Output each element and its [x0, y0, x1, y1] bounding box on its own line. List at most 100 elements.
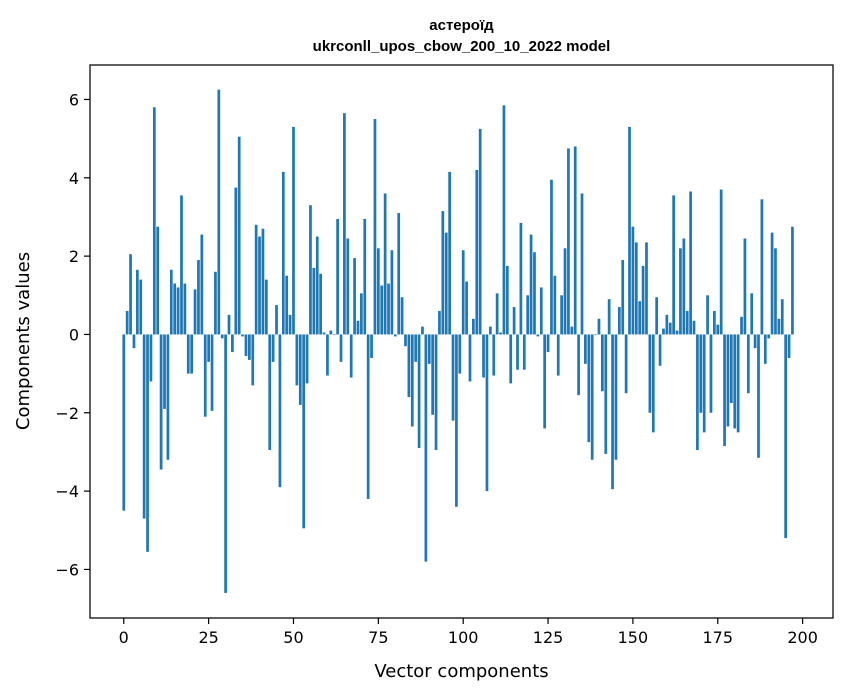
bar-series — [122, 89, 794, 593]
bar — [641, 265, 645, 335]
bar — [682, 238, 686, 335]
bar — [570, 326, 574, 335]
chart-title-line-2: ukrconll_upos_cbow_200_10_2022 model — [313, 38, 611, 55]
bar — [180, 195, 183, 335]
bar — [461, 250, 465, 335]
bar — [512, 307, 516, 335]
bar — [631, 226, 635, 335]
bar — [662, 328, 665, 335]
bar — [438, 310, 441, 335]
bar — [757, 334, 760, 458]
bar — [726, 334, 730, 427]
bar — [163, 334, 166, 409]
bar — [689, 191, 692, 335]
bar — [285, 275, 289, 335]
bar — [624, 334, 628, 394]
bar — [475, 169, 479, 335]
bar — [577, 334, 580, 396]
bar — [634, 242, 638, 335]
bar — [380, 285, 384, 335]
bar — [431, 334, 435, 415]
bar — [149, 334, 153, 382]
bar — [169, 269, 173, 335]
bar — [319, 273, 322, 335]
bar — [271, 334, 275, 362]
bar — [315, 236, 319, 335]
bar — [760, 199, 764, 335]
bar — [553, 275, 557, 335]
bar — [668, 322, 672, 335]
bar — [234, 187, 238, 335]
bar — [451, 334, 455, 421]
bar — [679, 248, 682, 335]
y-axis-label: Components values — [13, 252, 34, 430]
bar — [410, 334, 414, 427]
bar — [675, 330, 679, 335]
bar — [594, 334, 597, 336]
bar — [322, 332, 326, 335]
bar — [607, 299, 611, 335]
bar — [621, 260, 625, 335]
bar — [601, 334, 604, 392]
bar — [543, 334, 547, 429]
y-tick-label: 6 — [69, 90, 79, 109]
bar — [305, 334, 309, 384]
bar — [495, 293, 499, 335]
bar — [370, 334, 373, 358]
bar — [699, 334, 703, 413]
x-tick-label: 75 — [368, 628, 388, 647]
y-tick-label: 4 — [69, 169, 79, 188]
bar — [750, 293, 754, 335]
bar — [573, 146, 577, 335]
bar — [587, 334, 591, 443]
bar — [526, 295, 530, 335]
bar — [770, 232, 774, 335]
bar — [777, 318, 781, 335]
bar — [743, 238, 747, 335]
bar — [397, 213, 401, 335]
bar — [336, 218, 339, 335]
bar — [214, 271, 217, 335]
bar — [733, 334, 737, 429]
y-tick-label: −6 — [55, 560, 79, 579]
y-tick-label: 0 — [69, 325, 79, 344]
bar — [135, 269, 139, 335]
bar — [244, 334, 248, 356]
bar — [258, 236, 261, 335]
bar — [628, 126, 631, 335]
bar — [763, 334, 767, 364]
bar — [122, 334, 126, 511]
x-tick-label: 50 — [283, 628, 303, 647]
bar — [156, 226, 160, 335]
bar — [509, 334, 513, 384]
x-tick-label: 25 — [198, 628, 218, 647]
x-tick-label: 100 — [448, 628, 479, 647]
bar — [787, 334, 791, 358]
bar — [241, 334, 244, 337]
bar — [356, 320, 360, 335]
bar — [376, 248, 380, 335]
bar — [713, 310, 716, 335]
bar — [200, 234, 204, 335]
bar — [326, 334, 329, 376]
bar — [455, 334, 458, 507]
bar — [614, 334, 618, 460]
bar — [468, 334, 472, 382]
bar — [729, 334, 733, 403]
bar — [563, 248, 567, 335]
x-tick-label: 125 — [533, 628, 564, 647]
bar — [231, 334, 234, 353]
bar — [482, 334, 485, 378]
bar — [645, 242, 648, 335]
bar — [784, 334, 788, 539]
bar — [502, 105, 506, 335]
bar — [220, 334, 224, 339]
bar — [207, 334, 210, 362]
bar — [190, 334, 194, 374]
bar — [590, 334, 594, 460]
bar — [458, 334, 462, 374]
bar — [302, 334, 306, 529]
bar — [309, 205, 312, 335]
bar — [424, 334, 428, 562]
